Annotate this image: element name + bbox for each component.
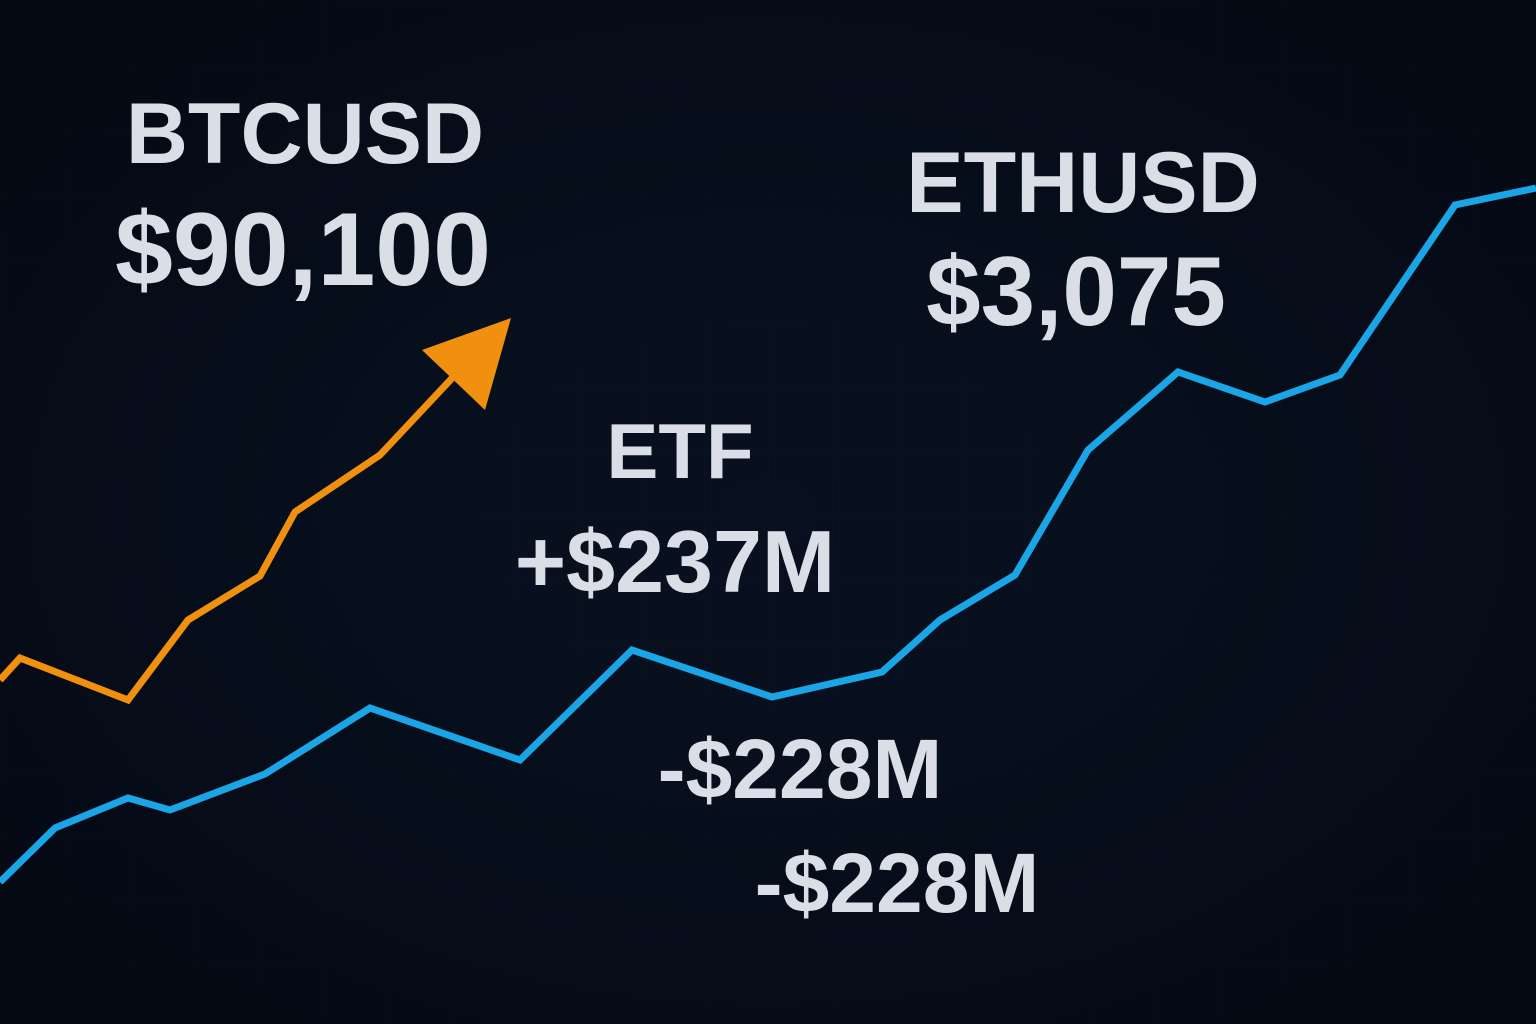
- etf-outflow: -$228M: [755, 836, 1040, 930]
- etf-inflow: +$237M: [515, 512, 835, 611]
- eth-symbol: ETHUSD: [906, 135, 1260, 231]
- btc-price: $90,100: [115, 192, 491, 308]
- etf-outflow: -$228M: [658, 722, 943, 816]
- btc-arrowhead: [422, 318, 511, 410]
- btc-line: [0, 372, 458, 705]
- btc-symbol: BTCUSD: [126, 86, 484, 182]
- eth-price: $3,075: [926, 236, 1226, 346]
- etf-title: ETF: [606, 407, 753, 495]
- eth-line: [0, 184, 1536, 885]
